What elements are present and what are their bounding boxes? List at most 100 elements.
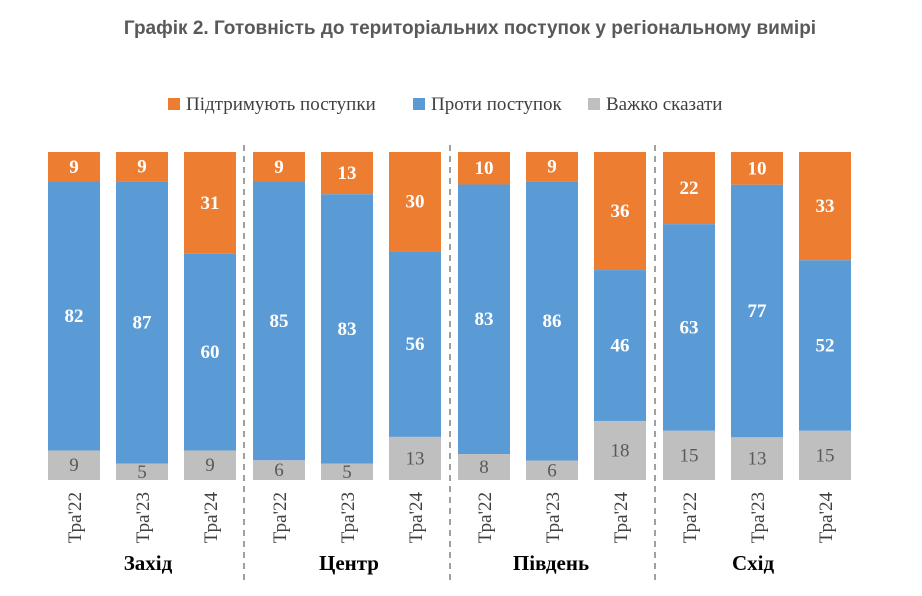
data-label: 9: [69, 455, 79, 476]
data-label: 56: [406, 334, 425, 355]
data-label: 6: [547, 460, 557, 481]
data-label: 8: [479, 457, 489, 478]
bar-segment-support: [184, 152, 236, 254]
x-tick-label: Тра'23: [133, 492, 154, 543]
data-label: 10: [475, 158, 494, 179]
region-label: Захід: [124, 551, 173, 575]
x-tick-label: Тра'23: [338, 492, 359, 543]
x-tick-label: Тра'23: [748, 492, 769, 543]
x-tick-label: Тра'22: [475, 492, 496, 543]
data-label: 22: [680, 178, 699, 199]
data-label: 31: [201, 193, 220, 214]
x-tick-label: Тра'24: [816, 492, 837, 544]
data-label: 82: [65, 306, 84, 327]
bar-segment-support: [321, 152, 373, 195]
x-tick-label: Тра'22: [270, 492, 291, 543]
bar-segment-hard-to-say: [458, 454, 510, 480]
legend-swatch-hard-to-say: [588, 98, 600, 110]
data-label: 33: [816, 196, 835, 217]
data-label: 9: [205, 455, 215, 476]
bar-segment-hard-to-say: [799, 430, 851, 480]
data-label: 9: [274, 157, 284, 178]
legend-swatch-against: [413, 98, 425, 110]
bar-segment-support: [663, 152, 715, 225]
data-label: 87: [133, 312, 153, 333]
bar-segment-hard-to-say: [321, 463, 373, 480]
data-label: 9: [69, 157, 79, 178]
group-separators: [243, 145, 656, 580]
bar-segment-support: [799, 152, 851, 261]
data-label: 30: [406, 192, 425, 213]
legend-label-against: Проти поступок: [431, 94, 562, 115]
data-label: 85: [270, 311, 289, 332]
bar-segment-against: [458, 184, 510, 455]
data-label: 46: [611, 336, 630, 357]
bar-segment-against: [594, 270, 646, 421]
data-label: 13: [338, 163, 357, 184]
bar-segment-hard-to-say: [184, 450, 236, 480]
legend-label-hard-to-say: Важко сказати: [606, 94, 722, 115]
region-label: Центр: [319, 551, 379, 575]
legend-label-support: Підтримують поступки: [186, 94, 376, 115]
data-label: 77: [748, 301, 768, 322]
bar-segment-support: [458, 152, 510, 185]
bar-segment-hard-to-say: [389, 436, 441, 480]
bar-segment-support: [731, 152, 783, 185]
bar-segment-against: [389, 251, 441, 437]
data-label: 6: [274, 460, 284, 481]
data-label: 9: [547, 157, 557, 178]
bar-segment-support: [48, 152, 100, 182]
data-label: 9: [137, 157, 147, 178]
bar-segment-hard-to-say: [526, 460, 578, 480]
data-label: 15: [680, 445, 699, 466]
bar-segment-hard-to-say: [253, 460, 305, 480]
bar-segment-against: [184, 253, 236, 451]
region-label: Південь: [513, 551, 589, 575]
bar-segment-against: [253, 181, 305, 461]
bar-segment-support: [116, 152, 168, 182]
data-label: 15: [816, 445, 835, 466]
chart-title: Графік 2. Готовність до територіальних п…: [124, 18, 816, 39]
data-label: 60: [201, 342, 220, 363]
x-tick-label: Тра'24: [406, 492, 427, 544]
x-tick-label: Тра'24: [201, 492, 222, 544]
legend: Підтримують поступки Проти поступок Важк…: [168, 94, 722, 115]
data-label: 5: [137, 462, 147, 483]
bar-segment-hard-to-say: [116, 463, 168, 480]
bar-segment-against: [799, 260, 851, 431]
bar-segment-support: [594, 152, 646, 271]
data-label: 83: [338, 319, 357, 340]
data-label: 10: [748, 158, 767, 179]
data-label: 63: [680, 317, 699, 338]
legend-swatch-support: [168, 98, 180, 110]
data-label: 83: [475, 309, 494, 330]
bar-segment-hard-to-say: [663, 430, 715, 480]
data-label: 13: [406, 448, 425, 469]
data-label: 36: [611, 201, 630, 222]
region-labels: Захід Центр Південь Схід: [124, 551, 775, 575]
x-tick-label: Тра'23: [543, 492, 564, 543]
bars: 9829987531609985613835305613108389866364…: [48, 152, 851, 483]
bar-segment-against: [116, 181, 168, 464]
data-label: 18: [611, 440, 630, 461]
x-tick-label: Тра'24: [611, 492, 632, 544]
bar-segment-against: [321, 194, 373, 464]
bar-segment-against: [731, 184, 783, 438]
data-label: 13: [748, 449, 767, 470]
bar-segment-against: [663, 224, 715, 431]
x-tick-label: Тра'22: [680, 492, 701, 543]
x-tick-labels: Тра'22 Тра'23 Тра'24 Тра'22 Тра'23 Тра'24 Тра'…: [65, 492, 837, 544]
x-tick-label: Тра'22: [65, 492, 86, 543]
bar-segment-support: [526, 152, 578, 182]
bar-segment-against: [48, 181, 100, 451]
bar-segment-support: [389, 152, 441, 252]
bar-segment-hard-to-say: [594, 420, 646, 480]
bar-segment-against: [526, 181, 578, 461]
data-label: 86: [543, 311, 562, 332]
region-label: Схід: [732, 551, 775, 575]
bar-segment-hard-to-say: [48, 450, 100, 480]
data-label: 5: [342, 462, 352, 483]
bar-segment-support: [253, 152, 305, 182]
data-label: 52: [816, 336, 835, 357]
